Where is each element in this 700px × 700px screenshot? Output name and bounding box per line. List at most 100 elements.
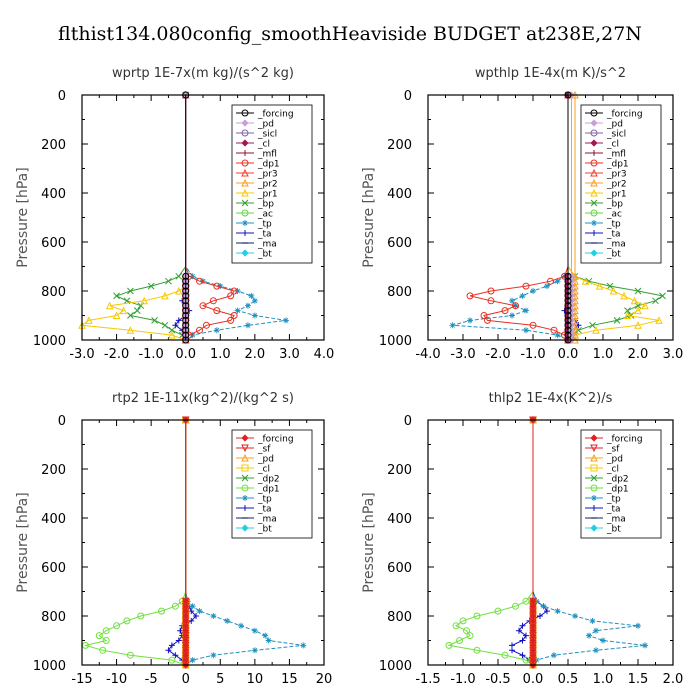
y-tick-label: 400 — [387, 512, 412, 527]
legend-marker — [590, 109, 598, 117]
data-point — [586, 632, 592, 639]
data-point — [523, 307, 529, 314]
data-point — [123, 617, 131, 625]
panel-title: wprtp 1E-7x(m kg)/(s^2 kg) — [112, 66, 294, 81]
panel-title: rtp2 1E-11x(kg^2)/(kg^2 s) — [112, 391, 294, 406]
legend-label: _pr2 — [606, 180, 627, 190]
data-point — [168, 330, 176, 339]
data-point — [519, 292, 526, 299]
legend-marker — [591, 220, 597, 226]
series-pr1 — [78, 90, 190, 344]
data-point — [112, 311, 121, 319]
legend-label: _bt — [257, 525, 272, 535]
data-point — [623, 311, 632, 319]
y-tick-label: 400 — [41, 512, 66, 527]
data-point — [564, 302, 572, 310]
legend-label: _bt — [606, 250, 621, 260]
plot-area — [78, 90, 289, 344]
legend-marker — [590, 139, 598, 147]
data-point — [174, 286, 183, 295]
legend-marker — [242, 505, 248, 511]
data-point — [126, 326, 135, 334]
data-point — [523, 327, 529, 334]
legend-marker — [241, 484, 249, 492]
data-point — [196, 277, 204, 285]
data-point — [224, 617, 231, 624]
legend-marker — [590, 249, 598, 257]
data-point — [512, 302, 519, 310]
data-point — [244, 322, 251, 329]
x-tick-label: -5 — [145, 672, 158, 687]
legend-label: _ta — [606, 505, 621, 515]
legend-label: _pd — [257, 120, 274, 130]
legend-label: _ta — [257, 230, 272, 240]
legend-label: _ac — [606, 210, 622, 220]
series-line — [469, 95, 569, 341]
data-point — [467, 317, 473, 324]
data-point — [554, 332, 561, 339]
data-point — [182, 331, 190, 339]
data-point — [509, 312, 515, 319]
x-tick-label: 0.0 — [175, 347, 196, 362]
legend-marker — [241, 524, 249, 532]
data-point — [523, 632, 529, 639]
legend-marker — [241, 464, 249, 472]
x-tick-label: 1.0 — [593, 672, 614, 687]
legend-marker — [590, 524, 598, 532]
x-tick-label: 2.0 — [663, 672, 684, 687]
legend-marker — [241, 109, 249, 117]
y-tick-label: 1000 — [33, 334, 66, 349]
data-point — [196, 326, 204, 334]
x-tick-label: 3.0 — [279, 347, 300, 362]
data-point — [172, 652, 179, 659]
x-tick-label: -3.0 — [69, 347, 94, 362]
series-pd — [567, 91, 576, 344]
data-point — [140, 296, 149, 305]
legend-marker — [241, 444, 249, 453]
data-point — [554, 278, 561, 285]
data-point — [168, 326, 176, 334]
legend-label: _forcing — [606, 435, 643, 445]
data-point — [564, 307, 572, 315]
legend-label: _pr1 — [257, 190, 278, 200]
legend-label: _pd — [606, 455, 623, 465]
data-point — [509, 297, 515, 304]
data-point — [620, 291, 628, 300]
legend-label: _cl — [257, 465, 270, 475]
legend-label: _dp2 — [606, 475, 629, 485]
data-point — [158, 607, 166, 615]
data-point — [592, 326, 600, 334]
data-point — [251, 312, 258, 319]
legend-marker — [591, 505, 597, 511]
data-point — [544, 283, 550, 290]
data-point — [165, 647, 172, 654]
data-point — [606, 282, 614, 290]
data-point — [175, 317, 182, 324]
data-point — [171, 602, 179, 610]
data-point — [564, 326, 572, 334]
series-forcing — [529, 416, 537, 669]
data-point — [230, 312, 238, 319]
data-point — [282, 317, 289, 324]
legend-label: _ma — [606, 515, 626, 525]
data-point — [182, 302, 190, 310]
plot-frame — [427, 94, 674, 341]
legend-marker — [242, 150, 248, 156]
data-point — [175, 272, 183, 280]
series-line — [185, 95, 235, 341]
legend-marker — [590, 159, 598, 167]
data-point — [501, 307, 509, 315]
legend-label: _bt — [606, 525, 621, 535]
x-tick-label: -3.0 — [450, 347, 475, 362]
y-tick-label: 600 — [387, 561, 412, 576]
data-point — [494, 607, 502, 615]
data-point — [251, 297, 258, 304]
data-point — [635, 622, 641, 629]
data-point — [581, 277, 590, 285]
legend-marker — [590, 178, 598, 187]
data-point — [564, 292, 572, 300]
legend-marker — [590, 209, 598, 217]
legend: _forcing_pd_sicl_cl_mfl_dp1_pr3_pr2_pr1_… — [231, 104, 313, 264]
series-dp1 — [466, 91, 572, 344]
